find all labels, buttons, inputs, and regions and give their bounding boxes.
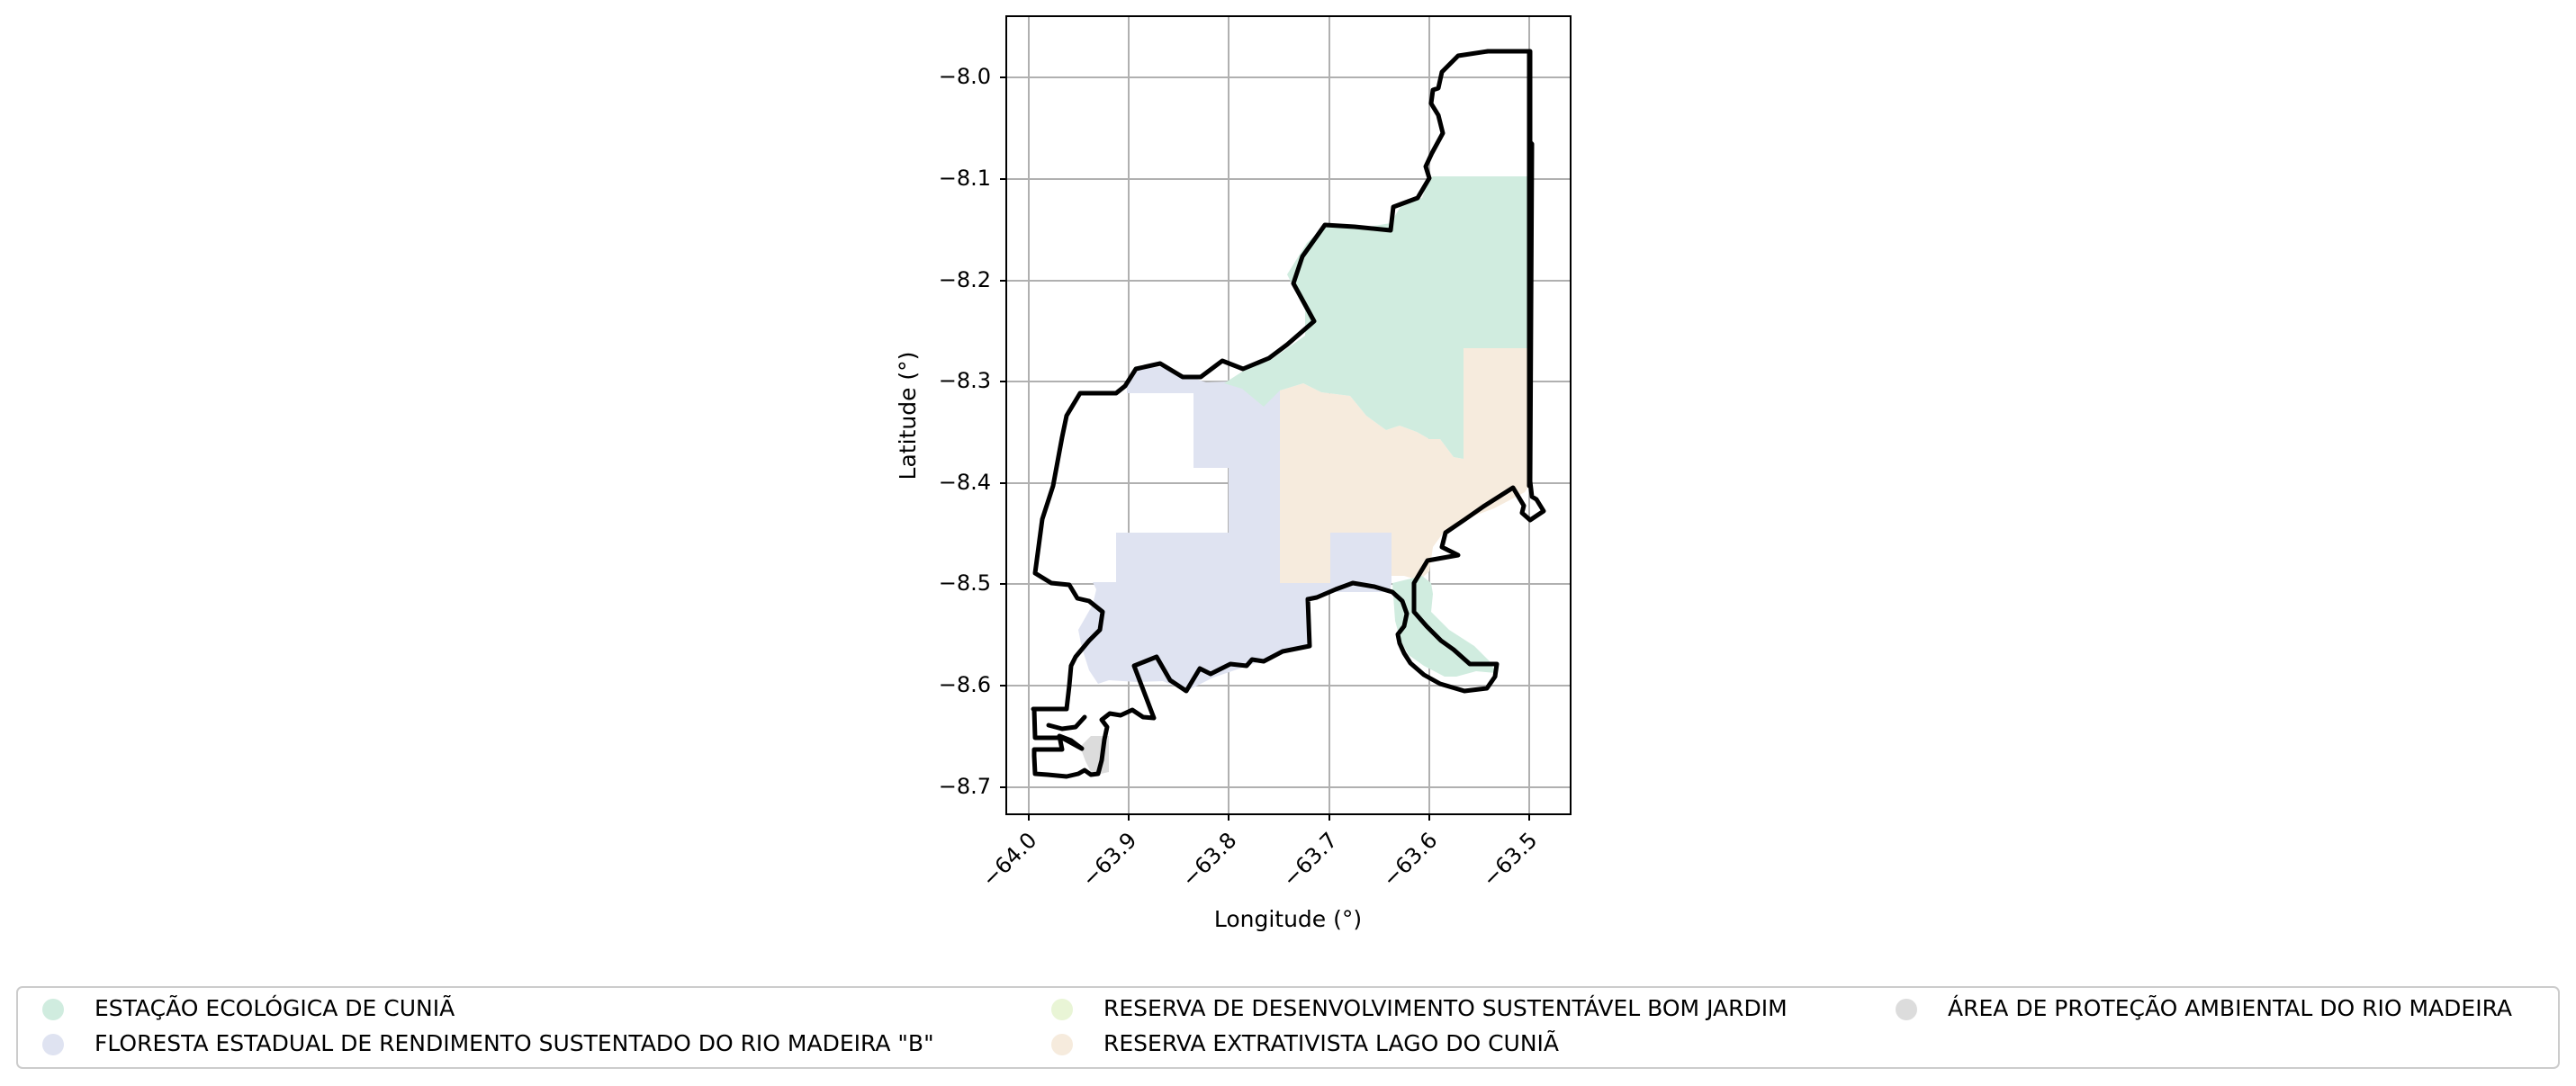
y-tick-label: −8.6 xyxy=(939,672,991,697)
y-tick-label: −8.4 xyxy=(939,470,991,495)
y-tick-label: −8.3 xyxy=(939,368,991,393)
legend-label: ESTAÇÃO ECOLÓGICA DE CUNIÃ xyxy=(95,994,455,1021)
area-estacao-ecologica-sul xyxy=(1392,576,1496,677)
y-tick-label: −8.1 xyxy=(939,166,991,191)
y-tick-label: −8.2 xyxy=(939,267,991,292)
y-tick-label: −8.0 xyxy=(939,64,991,89)
y-tick-label: −8.7 xyxy=(939,774,991,799)
boundary-inner-south xyxy=(1046,714,1087,731)
legend-label: FLORESTA ESTADUAL DE RENDIMENTO SUSTENTA… xyxy=(95,1030,934,1056)
boundary-outline xyxy=(1031,49,1546,779)
legend-marker xyxy=(1051,999,1073,1020)
legend-entry: RESERVA EXTRATIVISTA LAGO DO CUNIÃ xyxy=(1051,1029,1559,1056)
legend-marker xyxy=(1051,1034,1073,1055)
area-reserva-extrativista-lago-do-cuniao xyxy=(1280,348,1529,583)
y-axis-label: Latitude (°) xyxy=(895,352,921,480)
y-tick-label: −8.5 xyxy=(939,570,991,596)
x-axis-label: Longitude (°) xyxy=(1214,906,1362,932)
legend-entry: ESTAÇÃO ECOLÓGICA DE CUNIÃ xyxy=(42,994,455,1021)
legend-marker xyxy=(1896,999,1917,1020)
axes-frame xyxy=(1005,15,1572,815)
legend-label: RESERVA EXTRATIVISTA LAGO DO CUNIÃ xyxy=(1103,1029,1559,1056)
protected-areas xyxy=(1078,176,1529,776)
legend-marker xyxy=(42,999,64,1020)
legend-entry: ÁREA DE PROTEÇÃO AMBIENTAL DO RIO MADEIR… xyxy=(1896,994,2512,1021)
legend: ESTAÇÃO ECOLÓGICA DE CUNIÃ FLORESTA ESTA… xyxy=(16,986,2560,1069)
boundary-lines xyxy=(1031,49,1546,779)
legend-label: RESERVA DE DESENVOLVIMENTO SUSTENTÁVEL B… xyxy=(1103,995,1788,1021)
legend-marker xyxy=(42,1034,64,1055)
legend-entry: FLORESTA ESTADUAL DE RENDIMENTO SUSTENTA… xyxy=(42,1030,934,1056)
legend-label: ÁREA DE PROTEÇÃO AMBIENTAL DO RIO MADEIR… xyxy=(1948,994,2512,1021)
legend-entry: RESERVA DE DESENVOLVIMENTO SUSTENTÁVEL B… xyxy=(1051,995,1788,1021)
y-axis-ticks: −8.0 −8.1 −8.2 −8.3 −8.4 −8.5 −8.6 −8.7 xyxy=(939,64,1006,799)
legend-frame xyxy=(16,986,2560,1069)
area-estacao-ecologica-de-cuniao xyxy=(1224,176,1529,459)
area-floresta-estadual-rio-madeira-b xyxy=(1078,367,1392,691)
